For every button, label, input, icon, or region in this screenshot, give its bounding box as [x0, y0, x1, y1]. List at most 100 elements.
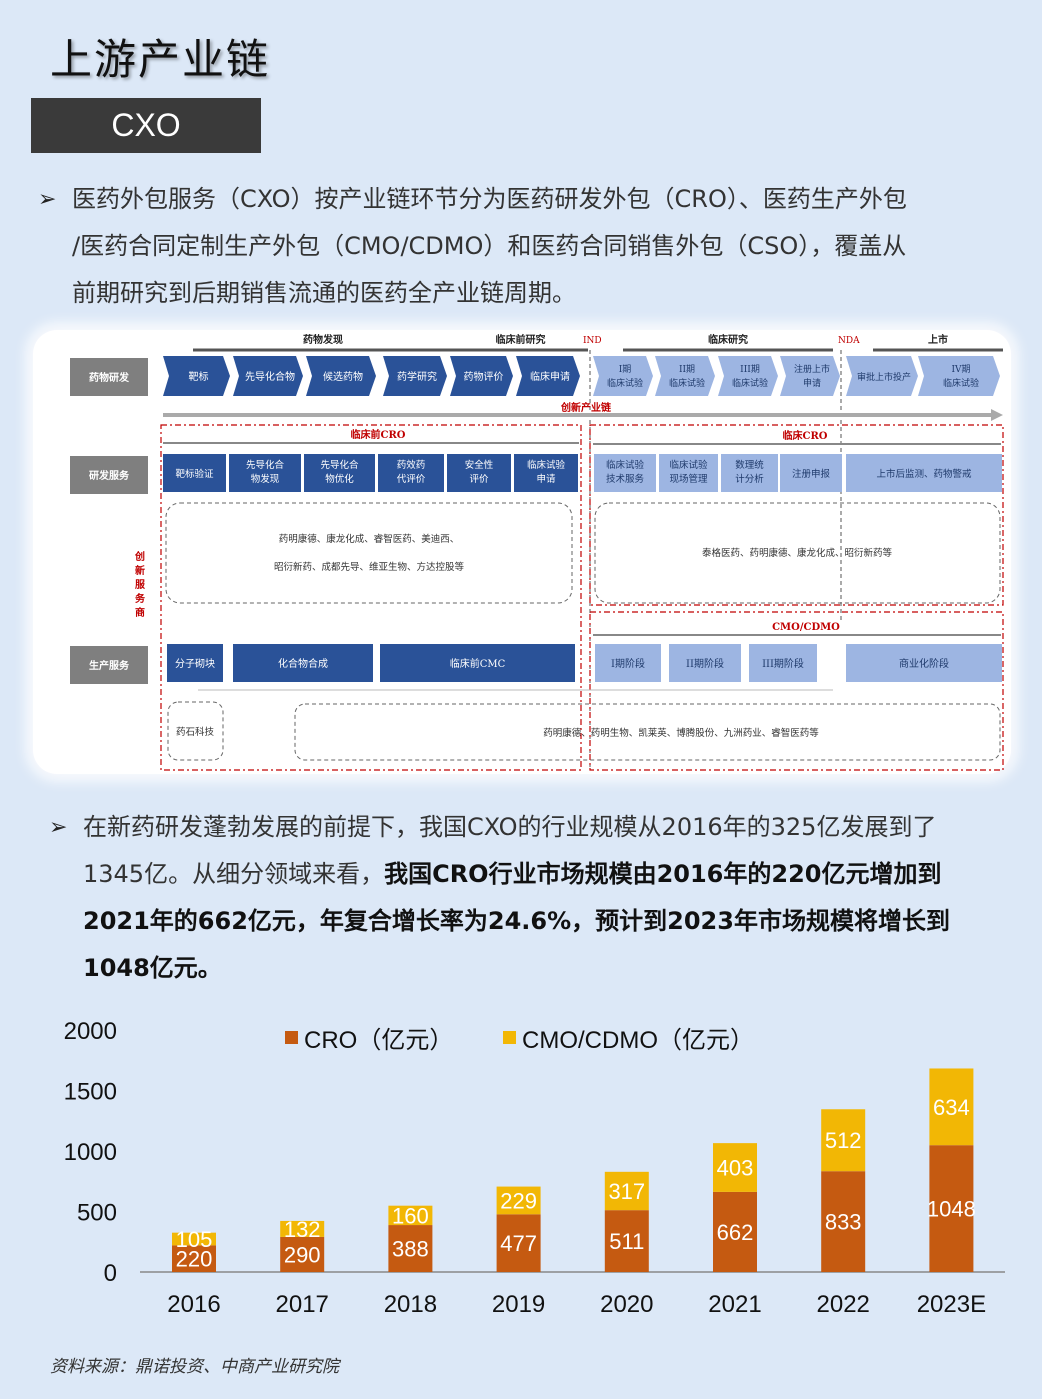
phase-label-0: 药物发现	[303, 333, 343, 346]
legend-cro: CRO（亿元）	[285, 1020, 453, 1055]
preclinical-service-box-0	[163, 454, 226, 492]
legend-cro-label: CRO（亿元）	[304, 1027, 454, 1054]
market-line-2b: 我国CRO行业市场规模由2016年的220亿元增加到	[384, 860, 942, 888]
clinical-companies: 泰格医药、药明康德、康龙化成、昭衍新药等	[702, 547, 893, 559]
label-cro-2022: 833	[825, 1210, 862, 1235]
preclinical-service-4-0: 安全性	[465, 459, 494, 471]
bar-cmo-2023E	[929, 1068, 974, 1146]
rd-step-1: 先导化合物	[245, 370, 295, 383]
production-box-0	[167, 644, 223, 682]
rd-step-box-0	[163, 356, 230, 396]
bullet-arrow-icon: ➢	[38, 187, 57, 212]
preclinical-service-5-0: 临床试验	[527, 459, 566, 471]
bar-cro-2023E	[929, 1145, 974, 1272]
clinical-service-box-3	[780, 454, 842, 492]
row-label-2: 生产服务	[89, 659, 130, 672]
label-cmo-2018: 160	[392, 1203, 429, 1228]
clinical-cro-label: 临床CRO	[783, 429, 828, 442]
row-label-box-2	[70, 646, 148, 684]
bar-cmo-2019	[496, 1186, 541, 1215]
section-tag: CXO	[31, 98, 261, 153]
label-cmo-2021: 403	[717, 1156, 754, 1181]
row-label-box-0	[70, 358, 148, 396]
clinical-service-box-1	[659, 454, 718, 492]
preclinical-service-5-1: 申请	[536, 473, 556, 485]
legend-cmo: CMO/CDMO（亿元）	[503, 1020, 754, 1055]
rd-step-box-3	[383, 356, 447, 396]
production-left-box	[167, 701, 224, 761]
side-char-2: 服	[135, 579, 146, 591]
preclinical-service-1-1: 物发现	[251, 473, 280, 485]
preclinical-service-1-0: 先导化合	[246, 459, 285, 471]
rd-step-4: 药物评价	[464, 370, 504, 383]
clinical-service-0-0: 临床试验	[606, 459, 645, 471]
clinical-step-0-0: I期	[619, 364, 632, 375]
clinical-service-4-0: 上市后监测、药物警戒	[876, 468, 972, 480]
bar-cro-2020	[604, 1210, 649, 1272]
side-char-0: 创	[134, 550, 145, 563]
row-label-box-1	[70, 456, 148, 494]
clinical-service-1-0: 临床试验	[669, 459, 708, 471]
y-tick-label-3: 500	[77, 1200, 117, 1227]
intro-line-3: 前期研究到后期销售流通的医药全产业链周期。	[72, 279, 576, 307]
market-size-chart: CRO（亿元） CMO/CDMO（亿元） 2000 1500 1000 500 0 220…	[0, 1000, 1042, 1340]
clinical-companies-box	[594, 502, 1001, 604]
cmo-label: CMO/CDMO	[772, 622, 840, 633]
preclinical-companies-0: 药明康德、康龙化成、睿智医药、美迪西、	[279, 533, 460, 545]
x-tick-label-2020: 2020	[600, 1291, 653, 1318]
label-cro-2020: 511	[609, 1229, 644, 1254]
clinical-step-box-4	[846, 356, 918, 396]
bar-cro-2016	[172, 1245, 216, 1272]
rd-step-2: 候选药物	[323, 370, 363, 383]
chain-label: 创新产业链	[560, 401, 612, 414]
milestone-nda: NDA	[838, 336, 860, 346]
bar-cro-2022	[821, 1171, 866, 1272]
label-cmo-2020: 317	[608, 1179, 645, 1204]
clinical-service-2-1: 计分析	[735, 473, 764, 485]
label-cro-2023E: 1048	[927, 1197, 976, 1222]
preclinical-companies-1: 昭衍新药、成都先导、维亚生物、方达控股等	[274, 561, 465, 573]
x-tick-label-2021: 2021	[708, 1291, 761, 1318]
label-cro-2017: 290	[284, 1242, 321, 1267]
production-step-0: 分子砌块	[175, 658, 215, 670]
market-line-4: 1048亿元。	[83, 945, 1013, 992]
cmo-frame	[589, 611, 1004, 771]
clinical-step-3-0: 注册上市	[794, 363, 830, 375]
clinical-service-2-0: 数理统	[735, 459, 764, 471]
rd-step-0: 靶标	[189, 370, 209, 383]
market-line-2a: 1345亿。从细分领域来看，	[83, 860, 385, 888]
clinical-step-5-1: 临床试验	[943, 377, 979, 389]
production-step-4: II期阶段	[686, 657, 724, 670]
y-tick-label-0: 2000	[64, 1018, 117, 1045]
x-tick-label-2022: 2022	[817, 1291, 870, 1318]
y-tick-label-4: 0	[104, 1260, 117, 1287]
bar-cmo-2021	[713, 1143, 757, 1192]
label-cro-2018: 388	[392, 1237, 429, 1262]
source-note: 资料来源：鼎诺投资、中商产业研究院	[50, 1357, 339, 1377]
market-line-3: 2021年的662亿元，年复合增长率为24.6%，预计到2023年市场规模将增长…	[83, 898, 1013, 945]
clinical-step-box-3	[780, 356, 840, 396]
label-cmo-2016: 105	[176, 1227, 213, 1252]
milestone-ind: IND	[583, 336, 602, 346]
production-box-6	[846, 644, 1002, 682]
clinical-step-5-0: IV期	[951, 364, 970, 375]
x-tick-label-2019: 2019	[492, 1291, 545, 1318]
production-box-2	[380, 644, 575, 682]
clinical-step-1-0: II期	[679, 364, 695, 375]
clinical-service-1-1: 现场管理	[669, 473, 708, 485]
bar-cro-2021	[713, 1191, 757, 1272]
rd-step-box-5	[516, 356, 580, 396]
preclinical-service-box-3	[378, 454, 444, 492]
production-step-5: III期阶段	[762, 657, 804, 670]
production-box-3	[595, 644, 661, 682]
page-title: 上游产业链	[50, 35, 271, 84]
preclinical-cro-label: 临床前CRO	[351, 428, 406, 441]
production-box-5	[749, 644, 817, 682]
preclinical-service-2-1: 物优化	[325, 473, 354, 485]
side-char-3: 务	[135, 592, 146, 605]
bar-cmo-2020	[604, 1171, 649, 1211]
clinical-service-box-0	[594, 454, 656, 492]
preclinical-service-3-0: 药效药	[397, 459, 426, 471]
